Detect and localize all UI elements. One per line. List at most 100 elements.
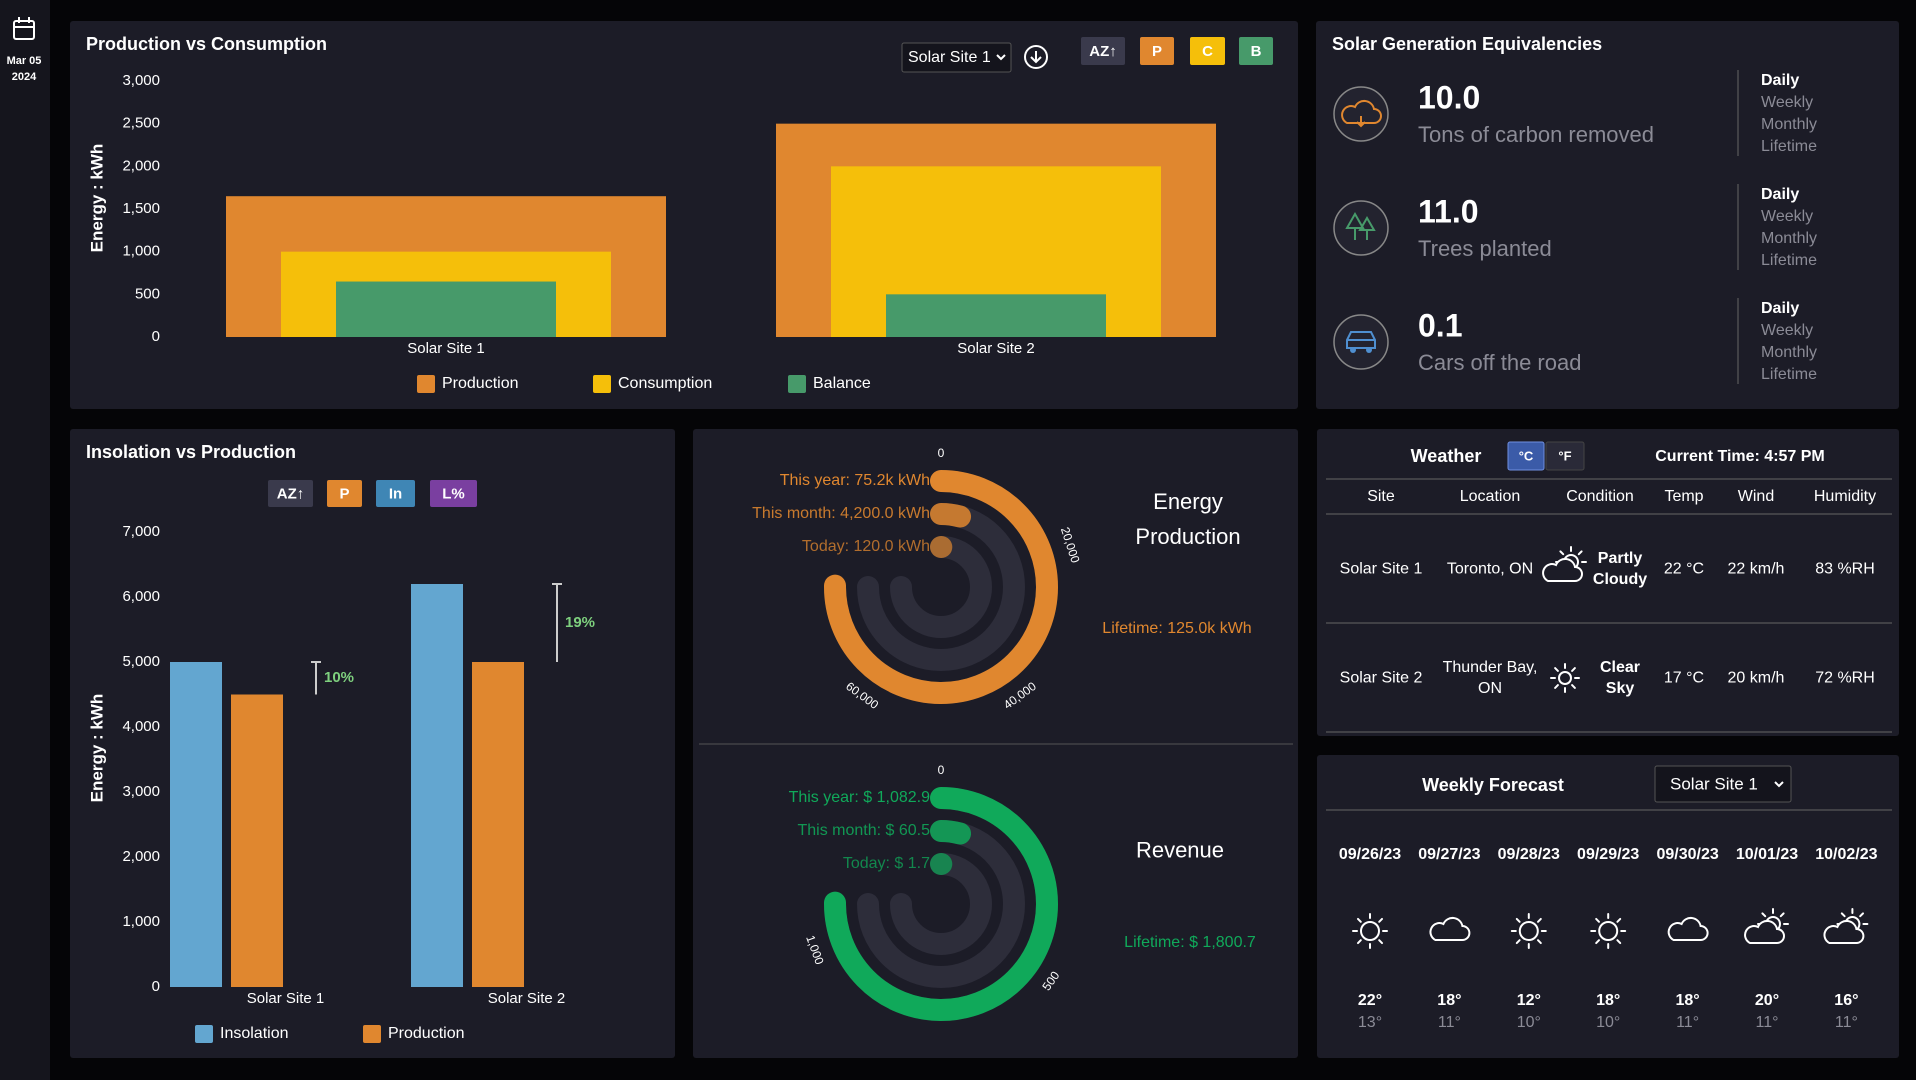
sun-ray: [1356, 917, 1362, 923]
sun-icon: [1558, 671, 1572, 685]
y-tick-label: 2,000: [122, 848, 160, 865]
sidebar-date: Mar 05: [7, 55, 42, 67]
y-tick-label: 500: [135, 285, 160, 302]
sun-ray: [1515, 917, 1521, 923]
column-header: Location: [1460, 488, 1521, 505]
legend-swatch: [195, 1025, 213, 1043]
panel-title: Solar Generation Equivalencies: [1332, 34, 1602, 54]
forecast-low: 13°: [1358, 1014, 1382, 1031]
sun-icon: [1518, 921, 1539, 941]
period-option[interactable]: Daily: [1761, 300, 1799, 317]
cloud-icon: [1542, 557, 1583, 582]
period-option[interactable]: Monthly: [1761, 344, 1817, 361]
period-option[interactable]: Weekly: [1761, 94, 1813, 111]
button-bg: [327, 480, 362, 507]
sort-button[interactable]: AZ↑: [268, 480, 313, 507]
sun-ray: [1515, 939, 1521, 945]
sort-button[interactable]: B: [1239, 37, 1273, 65]
difference-label: 19%: [565, 614, 595, 631]
sun-ray: [1761, 912, 1767, 918]
button-bg: [376, 480, 415, 507]
y-tick-label: 2,000: [122, 157, 160, 174]
difference-label: 10%: [324, 669, 354, 686]
sun-ray: [1536, 917, 1542, 923]
column-header: Temp: [1664, 488, 1703, 505]
sort-button[interactable]: P: [1140, 37, 1174, 65]
sun-ray: [1779, 912, 1785, 918]
column-header: Site: [1367, 488, 1395, 505]
period-option[interactable]: Lifetime: [1761, 252, 1817, 269]
column-header: Wind: [1738, 488, 1774, 505]
lifetime-label: Lifetime: $ 1,800.7: [1124, 934, 1256, 951]
toggle-label: °F: [1558, 448, 1571, 463]
y-tick-label: 7,000: [122, 523, 160, 540]
button-label: AZ↑: [277, 485, 305, 502]
unit-toggle[interactable]: °C: [1507, 441, 1545, 471]
equivalency-label: Tons of carbon removed: [1418, 122, 1654, 147]
period-option[interactable]: Weekly: [1761, 208, 1813, 225]
y-tick-label: 1,000: [122, 243, 160, 260]
forecast-high: 12°: [1517, 992, 1541, 1009]
equivalency-icon-bg: [1333, 86, 1389, 142]
period-option[interactable]: Daily: [1761, 186, 1799, 203]
download-button[interactable]: [1024, 45, 1048, 69]
equivalency-label: Trees planted: [1418, 236, 1552, 261]
dropdown-label: Solar Site 1: [908, 49, 991, 66]
forecast-date: 09/26/23: [1339, 846, 1401, 863]
period-option[interactable]: Lifetime: [1761, 366, 1817, 383]
unit-toggle[interactable]: °F: [1545, 441, 1585, 471]
sun-ray: [1378, 917, 1384, 923]
sort-button[interactable]: L%: [430, 480, 477, 507]
sun-ray: [1559, 550, 1565, 556]
current-time: Current Time: 4:57 PM: [1655, 448, 1825, 465]
button-label: P: [1152, 43, 1162, 60]
sun-ray: [1571, 684, 1576, 689]
radial-bar: [930, 820, 972, 845]
y-tick-label: 6,000: [122, 588, 160, 605]
legend-swatch: [593, 375, 611, 393]
y-tick-label: 1,500: [122, 200, 160, 217]
ring-track: [890, 536, 992, 638]
ring-track: [890, 853, 992, 955]
button-label: In: [389, 485, 402, 502]
sidebar: [0, 0, 50, 1080]
sun-ray: [1536, 939, 1542, 945]
period-option[interactable]: Weekly: [1761, 322, 1813, 339]
period-option[interactable]: Monthly: [1761, 116, 1817, 133]
forecast-low: 10°: [1596, 1014, 1620, 1031]
legend-swatch: [417, 375, 435, 393]
y-tick-label: 2,500: [122, 115, 160, 132]
forecast-dropdown[interactable]: [1654, 765, 1792, 803]
x-tick-label: Solar Site 1: [407, 340, 485, 357]
sun-ray: [1616, 917, 1622, 923]
x-tick-label: Solar Site 2: [957, 340, 1035, 357]
sort-button[interactable]: C: [1190, 37, 1225, 65]
period-option[interactable]: Daily: [1761, 72, 1799, 89]
legend-label: Insolation: [220, 1025, 289, 1042]
legend-label: Balance: [813, 375, 871, 392]
equivalency-icon-bg: [1333, 314, 1389, 370]
sort-button[interactable]: P: [327, 480, 362, 507]
panel-title: Weekly Forecast: [1422, 775, 1564, 795]
sort-button[interactable]: AZ↑: [1081, 37, 1125, 65]
equivalency-value: 11.0: [1418, 193, 1479, 229]
sidebar-year: 2024: [12, 71, 37, 83]
forecast-date: 10/01/23: [1736, 846, 1798, 863]
button-bg: [430, 480, 477, 507]
bar: [170, 662, 222, 987]
period-option[interactable]: Monthly: [1761, 230, 1817, 247]
cloud-icon: [1744, 919, 1785, 944]
forecast-high: 18°: [1675, 992, 1699, 1009]
sun-ray: [1554, 684, 1559, 689]
ring-label: This month: 4,200.0 kWh: [752, 505, 930, 522]
button-bg: [1190, 37, 1225, 65]
dropdown[interactable]: [901, 42, 1012, 73]
sun-icon: [1598, 921, 1619, 941]
cloud-icon: [1667, 916, 1709, 941]
forecast-low: 10°: [1517, 1014, 1541, 1031]
period-option[interactable]: Lifetime: [1761, 138, 1817, 155]
sun-ray: [1554, 667, 1559, 672]
sort-button[interactable]: In: [376, 480, 415, 507]
forecast-high: 20°: [1755, 992, 1779, 1009]
